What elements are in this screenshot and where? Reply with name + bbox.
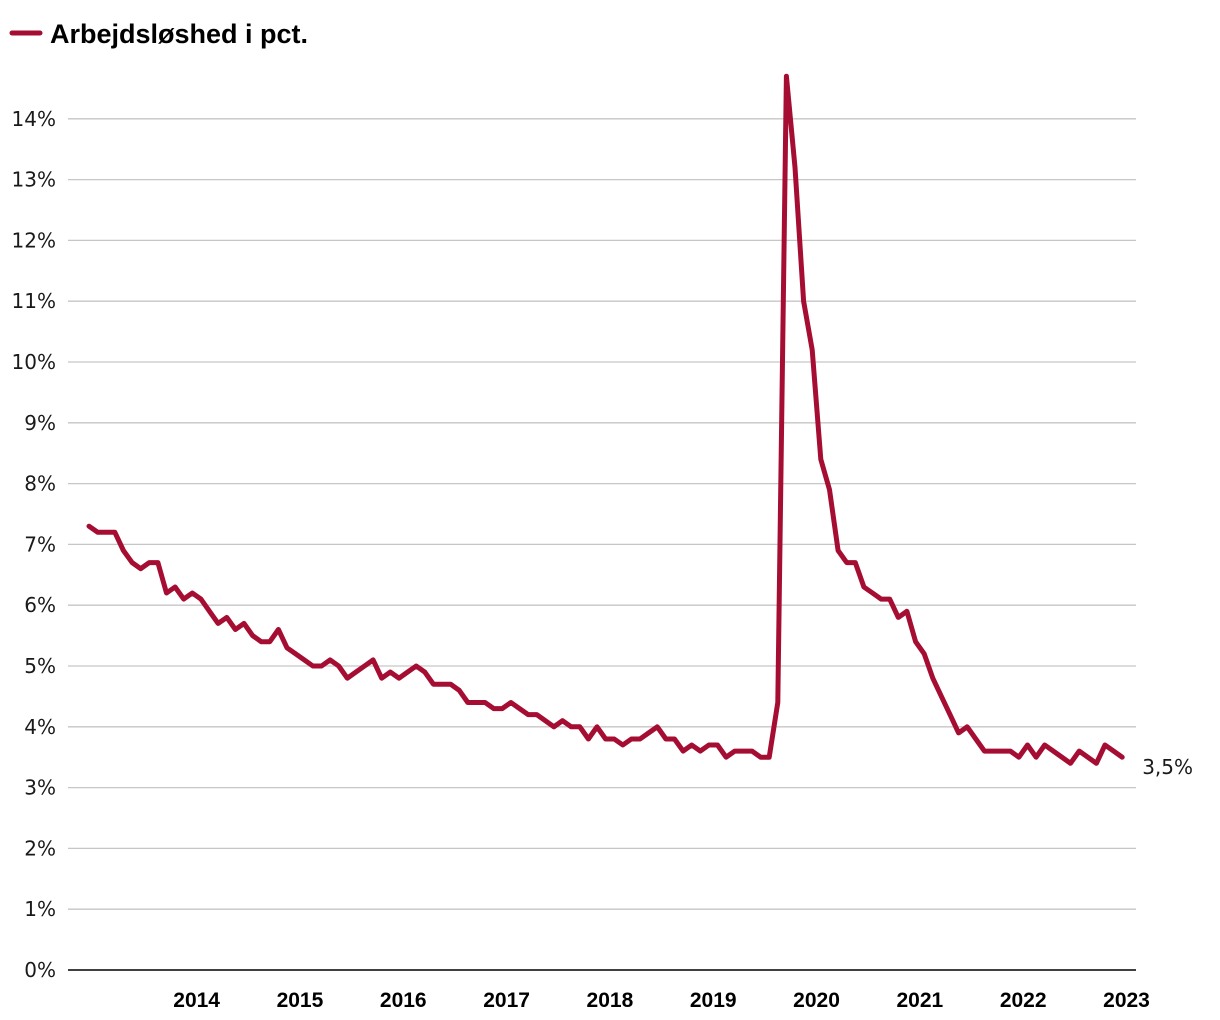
x-tick-label: 2023	[1103, 989, 1150, 1012]
x-tick-label: 2015	[277, 989, 324, 1012]
y-axis: 0% 1% 2% 3% 4% 5% 6% 7% 8% 9% 10% 11% 12% 13% 14%	[12, 107, 56, 982]
y-tick-label: 0%	[24, 958, 56, 982]
y-tick-label: 14%	[12, 107, 56, 131]
series-line-arbejdsloshed	[86, 73, 1125, 766]
x-tick-label: 2016	[380, 989, 427, 1012]
y-tick-label: 7%	[24, 532, 56, 556]
gridlines	[68, 118, 1136, 910]
y-tick-label: 11%	[12, 289, 56, 313]
y-tick-label: 13%	[12, 168, 56, 192]
y-tick-label: 1%	[24, 897, 56, 921]
legend-label: Arbejdsløshed i pct.	[50, 19, 308, 49]
y-tick-label: 12%	[12, 228, 56, 252]
x-tick-label: 2014	[173, 989, 220, 1012]
y-tick-label: 2%	[24, 836, 56, 860]
y-tick-label: 6%	[24, 593, 56, 617]
y-tick-label: 10%	[12, 350, 56, 374]
x-tick-label: 2018	[587, 989, 634, 1012]
x-tick-label: 2017	[483, 989, 530, 1012]
legend: Arbejdsløshed i pct.	[9, 19, 308, 49]
y-tick-label: 4%	[24, 715, 56, 739]
x-tick-label: 2021	[897, 989, 944, 1012]
x-tick-label: 2019	[690, 989, 737, 1012]
y-tick-label: 9%	[24, 411, 56, 435]
x-tick-label: 2022	[1000, 989, 1047, 1012]
x-axis: 2014 2015 2016 2017 2018 2019 2020 2021 2022 2023	[173, 989, 1150, 1012]
y-tick-label: 3%	[24, 776, 56, 800]
x-tick-label: 2020	[793, 989, 840, 1012]
end-value-label: 3,5%	[1142, 755, 1193, 779]
y-tick-label: 8%	[24, 472, 56, 496]
y-tick-label: 5%	[24, 654, 56, 678]
